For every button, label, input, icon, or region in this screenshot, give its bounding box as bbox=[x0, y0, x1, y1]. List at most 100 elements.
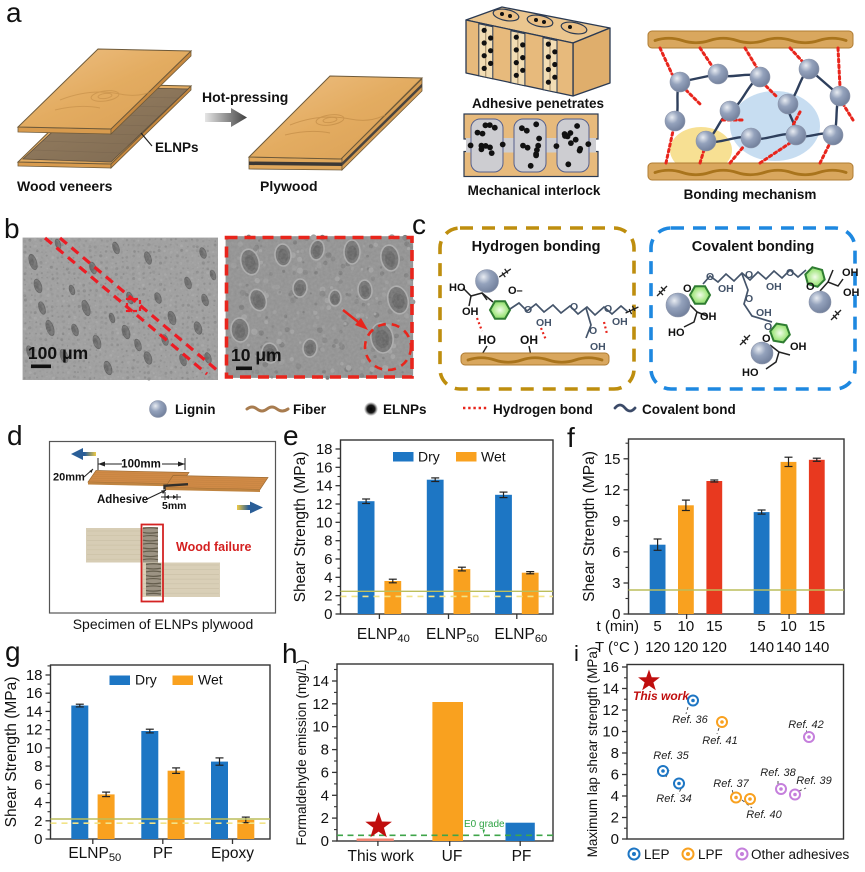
svg-text:LPF: LPF bbox=[698, 847, 723, 862]
svg-text:O: O bbox=[745, 293, 753, 305]
svg-text:6: 6 bbox=[34, 776, 42, 793]
svg-text:O: O bbox=[683, 283, 692, 295]
svg-text:15: 15 bbox=[706, 618, 723, 635]
svg-text:Hydrogen bonding: Hydrogen bonding bbox=[472, 239, 601, 255]
svg-text:4: 4 bbox=[611, 788, 619, 805]
svg-text:6: 6 bbox=[611, 767, 619, 784]
svg-text:t (min): t (min) bbox=[597, 618, 640, 635]
svg-text:OH: OH bbox=[718, 283, 734, 295]
svg-text:Wet: Wet bbox=[198, 672, 223, 688]
svg-text:0: 0 bbox=[324, 606, 332, 623]
svg-text:10: 10 bbox=[780, 618, 797, 635]
svg-text:ELNPs: ELNPs bbox=[383, 402, 427, 417]
svg-text:Bonding mechanism: Bonding mechanism bbox=[684, 187, 817, 202]
svg-text:ELNP40: ELNP40 bbox=[357, 626, 410, 645]
svg-text:5: 5 bbox=[653, 618, 661, 635]
svg-text:OH: OH bbox=[590, 341, 606, 353]
svg-text:5mm: 5mm bbox=[162, 500, 187, 512]
svg-text:OH: OH bbox=[790, 341, 807, 353]
svg-text:9: 9 bbox=[612, 513, 620, 530]
svg-text:10: 10 bbox=[26, 740, 43, 757]
svg-text:14: 14 bbox=[602, 681, 619, 698]
svg-text:O: O bbox=[786, 267, 794, 279]
svg-text:100mm: 100mm bbox=[121, 459, 161, 471]
svg-text:Plywood: Plywood bbox=[260, 178, 318, 194]
svg-text:10: 10 bbox=[602, 724, 619, 741]
svg-text:Epoxy: Epoxy bbox=[211, 845, 254, 862]
svg-text:Specimen of ELNPs plywood: Specimen of ELNPs plywood bbox=[73, 616, 254, 632]
svg-text:Wet: Wet bbox=[481, 449, 506, 465]
svg-text:0: 0 bbox=[321, 833, 329, 850]
svg-text:e: e bbox=[283, 420, 299, 451]
svg-text:16: 16 bbox=[26, 685, 43, 702]
svg-text:16: 16 bbox=[316, 459, 333, 476]
svg-text:10: 10 bbox=[678, 618, 695, 635]
svg-text:Other adhesives: Other adhesives bbox=[751, 847, 850, 862]
svg-text:20mm: 20mm bbox=[53, 472, 85, 484]
svg-text:8: 8 bbox=[34, 758, 42, 775]
svg-text:4: 4 bbox=[34, 795, 42, 812]
svg-text:OH: OH bbox=[462, 306, 479, 318]
svg-text:O: O bbox=[589, 325, 597, 337]
svg-text:140: 140 bbox=[804, 639, 829, 656]
svg-text:Hot-pressing: Hot-pressing bbox=[202, 89, 288, 105]
svg-text:OH: OH bbox=[536, 317, 552, 329]
svg-text:f: f bbox=[567, 422, 575, 453]
svg-text:12: 12 bbox=[312, 696, 329, 713]
svg-text:Ref. 34: Ref. 34 bbox=[656, 793, 691, 805]
svg-text:3: 3 bbox=[612, 575, 620, 592]
svg-text:Wood failure: Wood failure bbox=[176, 540, 252, 554]
svg-text:Fiber: Fiber bbox=[293, 402, 327, 417]
svg-text:Ref. 41: Ref. 41 bbox=[702, 735, 737, 747]
svg-text:Formaldehyde emission (mg/L): Formaldehyde emission (mg/L) bbox=[294, 659, 309, 845]
svg-text:Hydrogen bond: Hydrogen bond bbox=[493, 402, 593, 417]
svg-text:2: 2 bbox=[34, 813, 42, 830]
svg-text:2: 2 bbox=[324, 588, 332, 605]
svg-text:ELNP50: ELNP50 bbox=[68, 845, 121, 864]
svg-text:15: 15 bbox=[808, 618, 825, 635]
svg-text:6: 6 bbox=[324, 551, 332, 568]
svg-text:O: O bbox=[524, 304, 532, 316]
svg-text:LEP: LEP bbox=[644, 847, 670, 862]
svg-text:0: 0 bbox=[34, 831, 42, 848]
svg-text:Ref. 37: Ref. 37 bbox=[713, 778, 749, 790]
svg-text:6: 6 bbox=[612, 544, 620, 561]
svg-text:12: 12 bbox=[26, 722, 43, 739]
svg-text:Adhesive: Adhesive bbox=[97, 494, 148, 506]
svg-text:This work: This work bbox=[633, 689, 690, 703]
svg-text:E0 grade: E0 grade bbox=[464, 819, 505, 830]
svg-text:HO: HO bbox=[668, 327, 685, 339]
svg-text:O: O bbox=[706, 271, 714, 283]
svg-text:OH: OH bbox=[756, 307, 772, 319]
svg-text:HO: HO bbox=[449, 282, 466, 294]
svg-text:5: 5 bbox=[757, 618, 765, 635]
svg-text:Ref. 36: Ref. 36 bbox=[672, 714, 708, 726]
svg-text:8: 8 bbox=[611, 745, 619, 762]
svg-text:OH: OH bbox=[842, 267, 859, 279]
svg-text:Dry: Dry bbox=[418, 449, 440, 465]
svg-text:0: 0 bbox=[612, 606, 620, 623]
svg-text:O–: O– bbox=[508, 285, 523, 297]
svg-text:16: 16 bbox=[602, 659, 619, 676]
svg-text:Ref. 39: Ref. 39 bbox=[796, 775, 831, 787]
svg-text:18: 18 bbox=[316, 441, 333, 458]
svg-text:Ref. 35: Ref. 35 bbox=[653, 750, 689, 762]
svg-text:Ref. 42: Ref. 42 bbox=[788, 719, 823, 731]
svg-text:OH: OH bbox=[766, 281, 782, 293]
svg-text:10 μm: 10 μm bbox=[231, 345, 282, 365]
svg-text:2: 2 bbox=[611, 810, 619, 827]
svg-text:ELNPs: ELNPs bbox=[155, 140, 199, 155]
svg-text:Shear Strength (MPa): Shear Strength (MPa) bbox=[581, 451, 598, 602]
svg-text:140: 140 bbox=[749, 639, 774, 656]
svg-text:PF: PF bbox=[512, 848, 532, 865]
svg-text:120: 120 bbox=[645, 639, 670, 656]
svg-text:O: O bbox=[764, 321, 772, 333]
svg-text:a: a bbox=[6, 0, 22, 28]
svg-text:O: O bbox=[604, 303, 612, 315]
svg-text:O: O bbox=[570, 301, 578, 313]
svg-text:c: c bbox=[412, 209, 426, 240]
svg-text:12: 12 bbox=[602, 702, 619, 719]
svg-text:14: 14 bbox=[312, 673, 329, 690]
svg-text:O: O bbox=[745, 269, 753, 281]
svg-text:8: 8 bbox=[324, 533, 332, 550]
